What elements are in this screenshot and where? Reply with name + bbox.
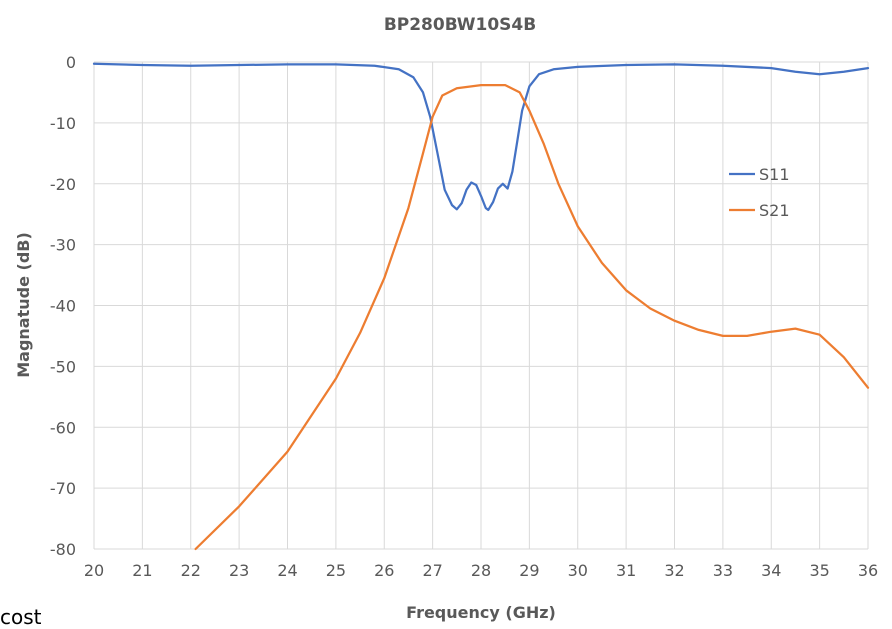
x-tick-label: 26 — [374, 561, 394, 580]
legend-label-s21: S21 — [759, 201, 790, 220]
y-tick-label: -10 — [50, 114, 76, 133]
x-tick-label: 34 — [761, 561, 781, 580]
x-tick-label: 29 — [519, 561, 539, 580]
y-tick-labels: 0 -10 -20 -30 -40 -50 -60 -70 -80 — [50, 53, 76, 559]
x-tick-label: 35 — [809, 561, 829, 580]
x-tick-labels: 20 21 22 23 24 25 26 27 28 29 30 31 32 33 34 35 36 — [84, 561, 878, 580]
grid — [93, 61, 869, 550]
y-tick-label: -70 — [50, 479, 76, 498]
x-tick-label: 27 — [422, 561, 442, 580]
stray-text: cost — [0, 605, 42, 629]
x-tick-label: 23 — [229, 561, 249, 580]
legend-label-s11: S11 — [759, 165, 790, 184]
y-tick-label: -80 — [50, 540, 76, 559]
series-line-s11 — [92, 62, 870, 212]
chart-title: BP280BW10S4B — [384, 15, 536, 35]
x-tick-label: 31 — [616, 561, 636, 580]
legend: S11 S21 — [729, 165, 790, 220]
x-tick-label: 25 — [326, 561, 346, 580]
y-tick-label: -60 — [50, 418, 76, 437]
y-tick-label: -30 — [50, 236, 76, 255]
x-tick-label: 22 — [181, 561, 201, 580]
x-tick-label: 36 — [858, 561, 878, 580]
x-tick-label: 28 — [471, 561, 491, 580]
x-tick-label: 20 — [84, 561, 104, 580]
x-tick-label: 32 — [664, 561, 684, 580]
y-tick-label: -20 — [50, 175, 76, 194]
series-line-s21 — [194, 83, 870, 551]
y-tick-label: 0 — [66, 53, 76, 72]
x-axis-title: Frequency (GHz) — [406, 603, 556, 622]
y-tick-label: -50 — [50, 357, 76, 376]
x-tick-label: 24 — [277, 561, 297, 580]
y-axis-title: Magnatude (dB) — [14, 232, 33, 378]
series-lines — [92, 62, 870, 551]
x-tick-label: 30 — [568, 561, 588, 580]
x-tick-label: 33 — [713, 561, 733, 580]
x-tick-label: 21 — [132, 561, 152, 580]
y-tick-label: -40 — [50, 297, 76, 316]
